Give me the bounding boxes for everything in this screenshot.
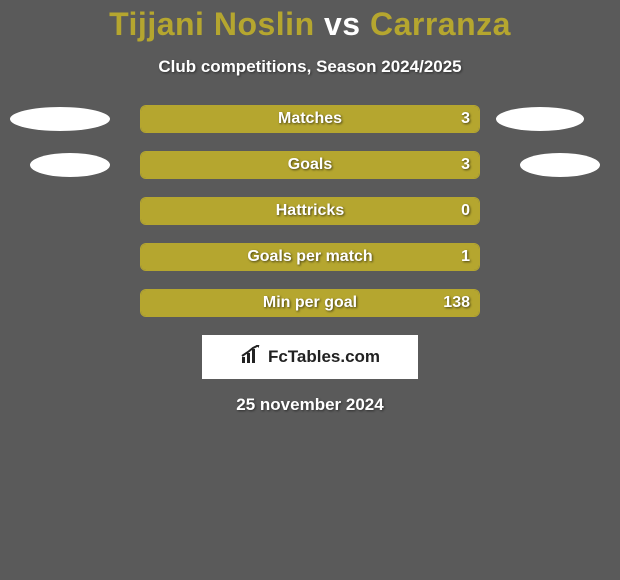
logo-text: FcTables.com xyxy=(268,347,380,367)
stats-container: Matches3 Goals3 Hattricks0 Goals per match1… xyxy=(0,105,620,317)
stat-row: Goals per match1 xyxy=(0,243,620,271)
side-ellipse xyxy=(10,107,110,131)
side-ellipse xyxy=(30,153,110,177)
subtitle: Club competitions, Season 2024/2025 xyxy=(0,57,620,77)
player-2-name: Carranza xyxy=(370,6,511,42)
source-logo: FcTables.com xyxy=(202,335,418,379)
stat-value: 1 xyxy=(140,243,470,271)
side-ellipse xyxy=(520,153,600,177)
stat-value: 3 xyxy=(140,105,470,133)
stat-value: 138 xyxy=(140,289,470,317)
stat-row: Hattricks0 xyxy=(0,197,620,225)
stat-row: Goals3 xyxy=(0,151,620,179)
stat-row: Min per goal138 xyxy=(0,289,620,317)
date-text: 25 november 2024 xyxy=(0,395,620,415)
side-ellipse xyxy=(496,107,584,131)
stat-value: 0 xyxy=(140,197,470,225)
chart-icon xyxy=(240,345,262,370)
comparison-card: Tijjani Noslin vs Carranza Club competit… xyxy=(0,0,620,580)
title: Tijjani Noslin vs Carranza xyxy=(0,6,620,43)
stat-value: 3 xyxy=(140,151,470,179)
player-1-name: Tijjani Noslin xyxy=(109,6,315,42)
stat-row: Matches3 xyxy=(0,105,620,133)
vs-separator: vs xyxy=(324,6,361,42)
